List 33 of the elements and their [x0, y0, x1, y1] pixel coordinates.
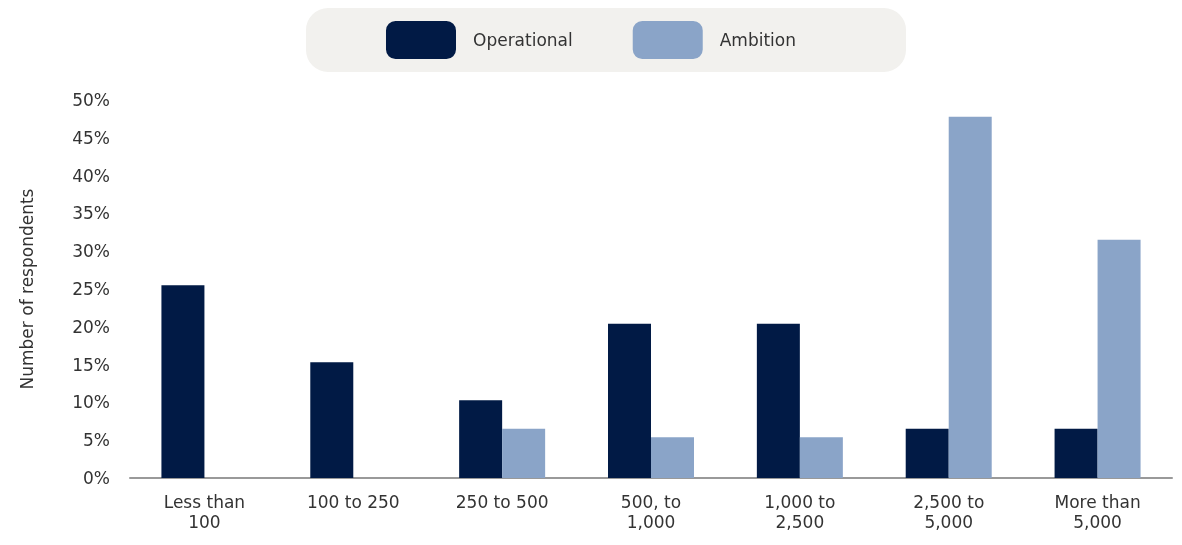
bar	[161, 285, 205, 478]
bar	[905, 428, 949, 478]
x-tick-label: 250 to 500	[455, 492, 549, 512]
x-tick-label: Less than 100	[163, 492, 246, 532]
x-tick-label: 500, to 1,000	[620, 492, 682, 532]
y-tick-label: 45%	[72, 127, 110, 148]
bar	[502, 428, 546, 478]
x-tick-label: 100 to 250	[306, 492, 400, 512]
y-tick-label: 40%	[72, 165, 110, 186]
bar	[608, 323, 651, 478]
x-tick-label: 1,000 to 2,500	[764, 492, 836, 532]
legend-label: Operational	[473, 30, 573, 50]
y-tick-label: 25%	[72, 279, 110, 299]
y-tick-label: 10%	[72, 392, 110, 413]
bar	[1097, 239, 1141, 478]
x-tick-label: 2,500 to 5,000	[913, 492, 985, 532]
y-tick-label: 35%	[72, 203, 110, 224]
bar	[948, 116, 992, 478]
y-tick-label: 30%	[72, 241, 110, 262]
x-tick-label: More than 5,000	[1054, 492, 1141, 532]
bar	[756, 323, 800, 478]
bar	[799, 437, 843, 478]
bar	[1054, 428, 1098, 478]
y-axis-title: Number of respondents	[16, 188, 37, 390]
bar	[459, 400, 503, 478]
legend-label: Ambition	[719, 30, 797, 50]
y-tick-label: 50%	[72, 90, 110, 110]
y-tick-label: 0%	[83, 468, 110, 488]
bar	[310, 362, 354, 478]
y-tick-label: 20%	[72, 316, 110, 337]
bar	[651, 437, 694, 478]
y-tick-label: 5%	[83, 430, 110, 451]
y-tick-label: 15%	[72, 354, 110, 375]
